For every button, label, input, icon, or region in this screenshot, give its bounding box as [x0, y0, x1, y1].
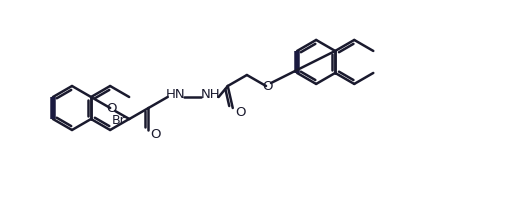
Text: HN: HN [166, 88, 185, 101]
Text: O: O [235, 106, 245, 118]
Text: NH: NH [200, 88, 220, 101]
Text: O: O [150, 127, 161, 141]
Text: O: O [106, 102, 116, 115]
Text: Br: Br [112, 113, 126, 127]
Text: O: O [261, 81, 272, 94]
